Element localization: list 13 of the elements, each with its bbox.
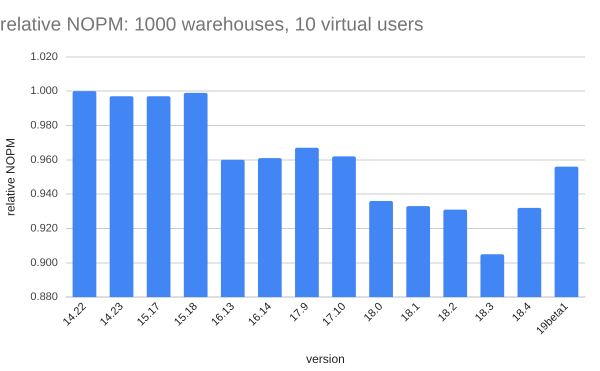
- y-axis-title: relative NOPM: [4, 138, 18, 216]
- chart-title: relative NOPM: 1000 warehouses, 10 virtual users: [0, 14, 424, 36]
- x-tick-label: 18.1: [398, 300, 422, 324]
- y-tick-label: 0.920: [30, 222, 58, 235]
- y-tick-label: 0.900: [30, 256, 58, 269]
- x-tick-label: 17.9: [288, 300, 312, 324]
- y-tick-label: 0.880: [30, 291, 58, 304]
- y-tick-label: 1.020: [30, 50, 58, 63]
- x-axis-title: version: [306, 352, 345, 366]
- y-tick-label: 0.960: [30, 154, 58, 166]
- y-tick-label: 0.980: [30, 120, 58, 132]
- y-tick-label: 1.000: [30, 85, 58, 98]
- y-tick-label: 0.940: [30, 188, 58, 200]
